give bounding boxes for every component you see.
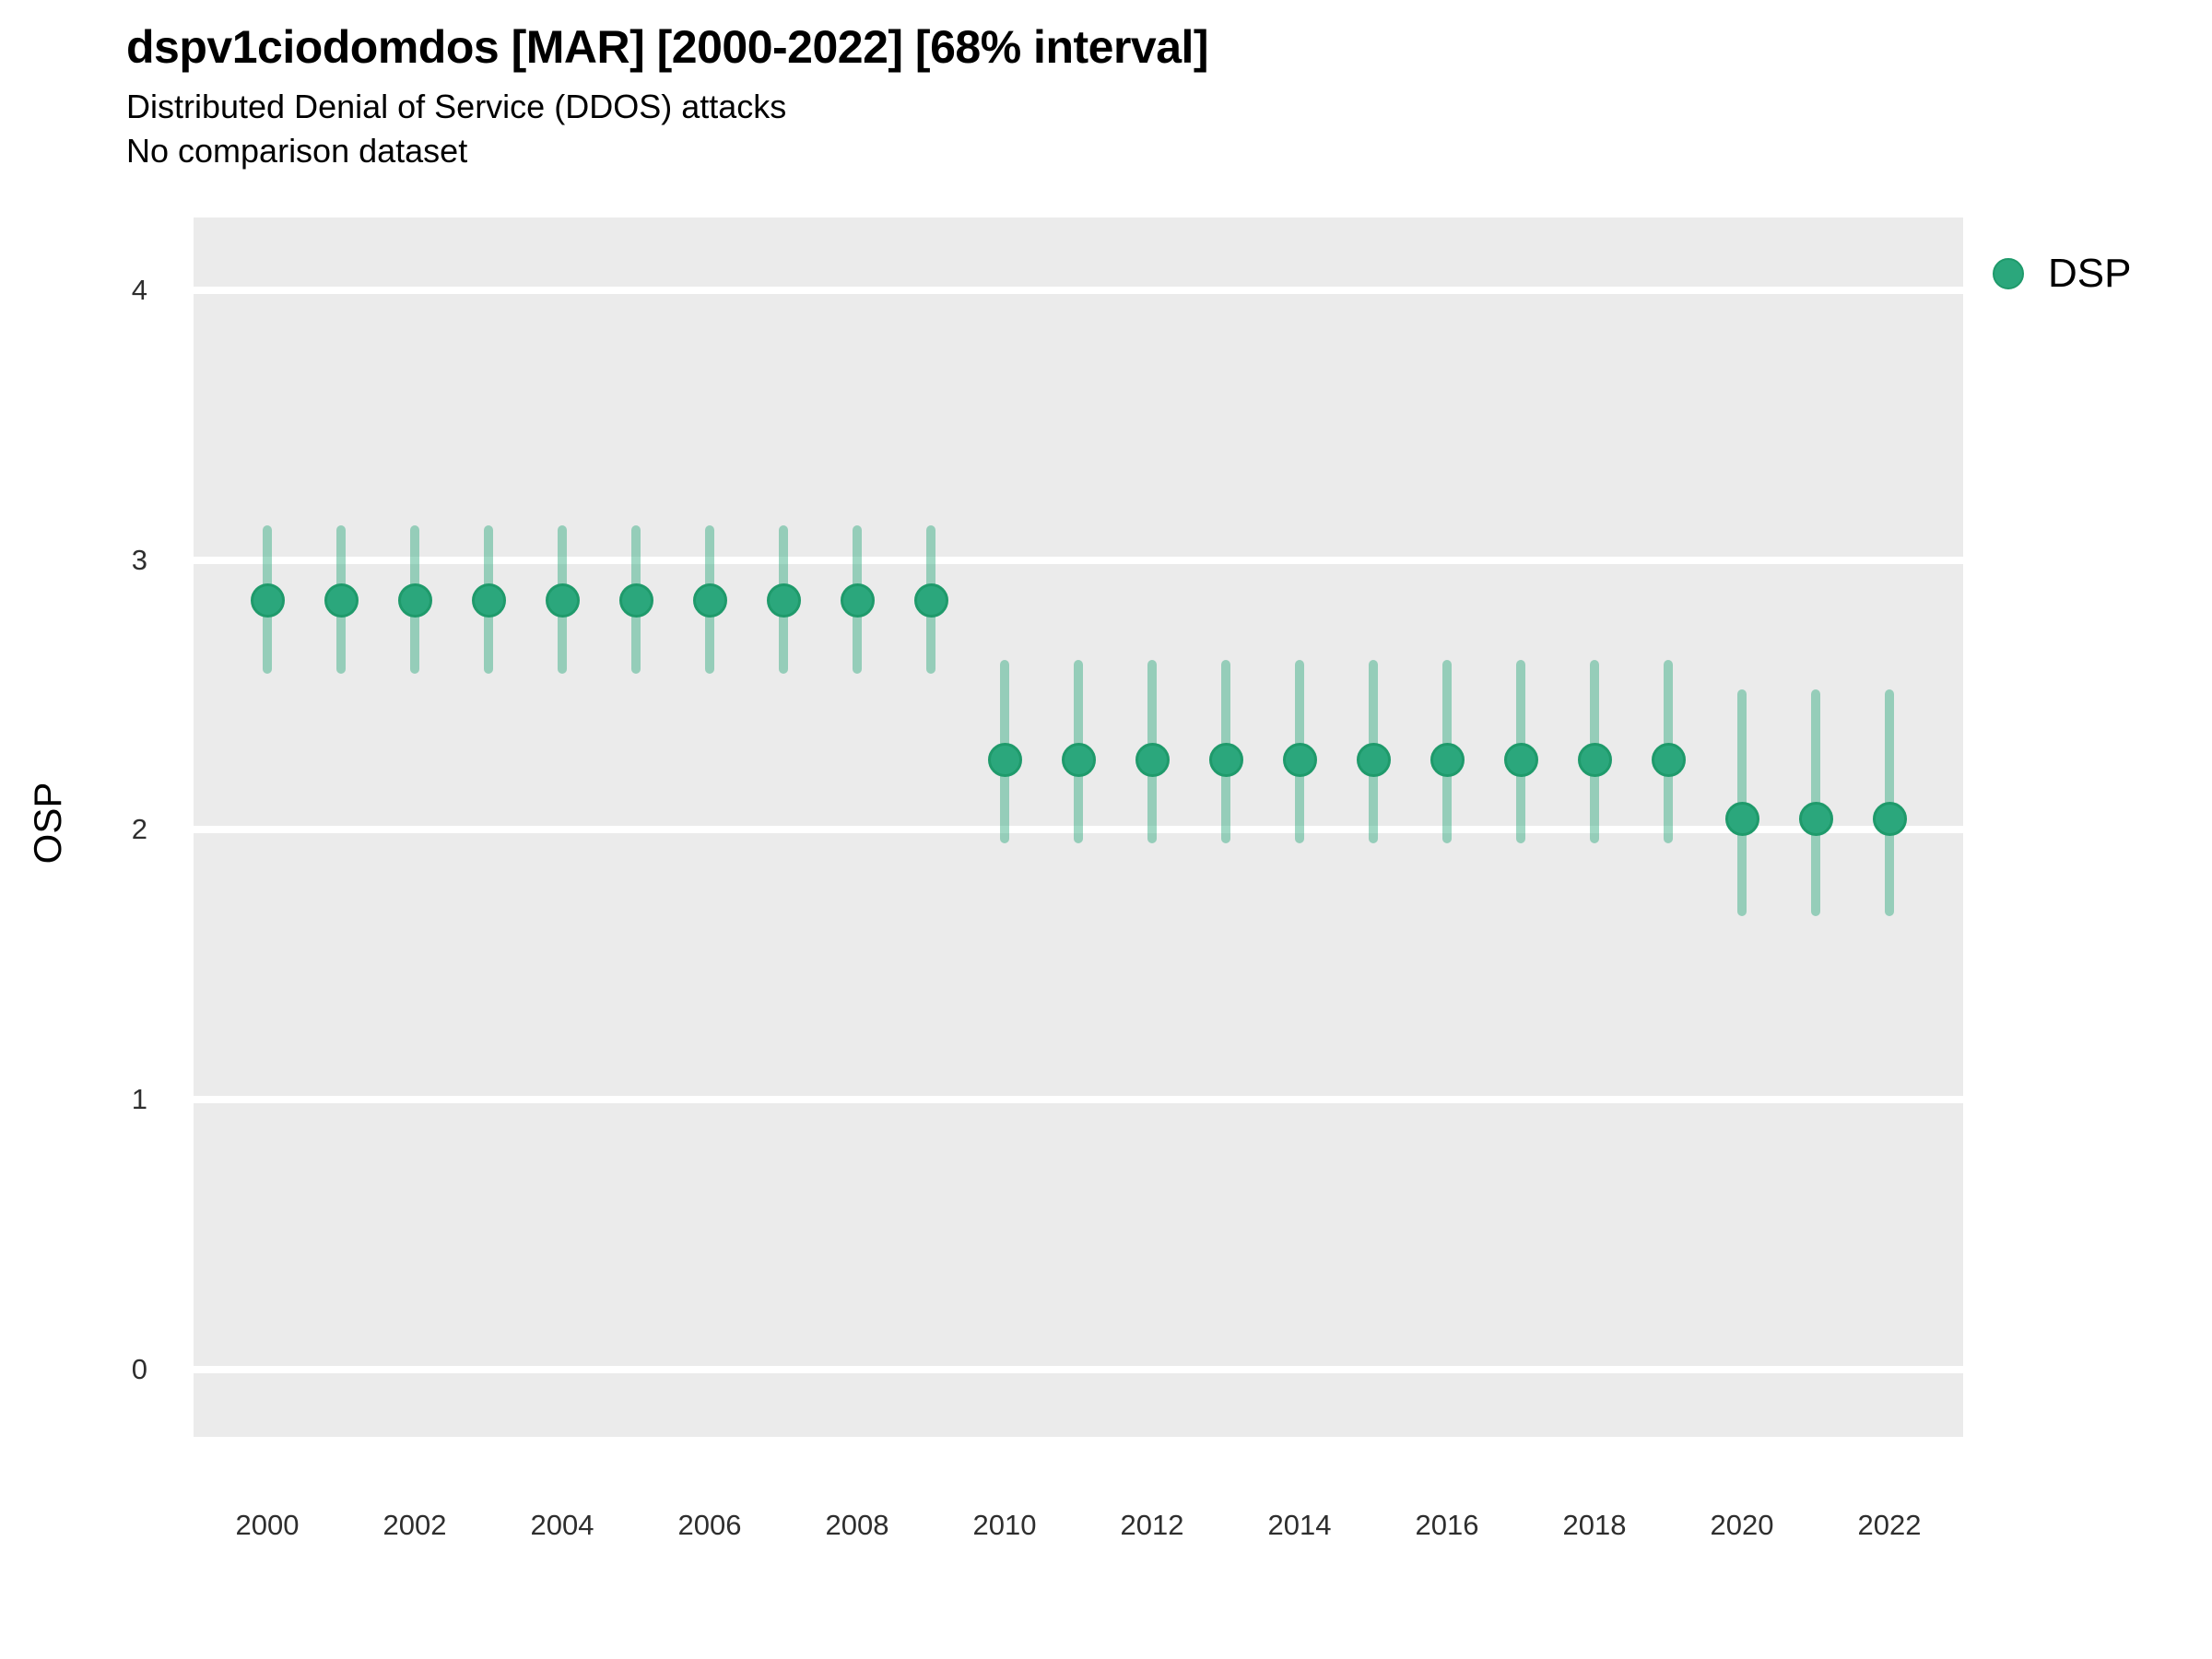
gridline-y-1	[194, 1096, 1963, 1104]
data-point-2014	[1282, 742, 1317, 777]
data-point-2010	[987, 742, 1022, 777]
plot-panel	[194, 218, 1963, 1437]
y-tick-label-3: 3	[131, 543, 147, 576]
x-tick-label-2006: 2006	[677, 1509, 742, 1541]
legend-point-icon	[1993, 258, 2024, 289]
data-point-2000	[250, 583, 285, 618]
gridline-y-0	[194, 1365, 1963, 1373]
y-axis-title: OSP	[26, 782, 69, 865]
x-tick-label-2016: 2016	[1415, 1509, 1479, 1541]
data-point-2008	[840, 583, 875, 618]
data-point-2019	[1651, 742, 1686, 777]
chart-title: dspv1ciodomdos [MAR] [2000-2022] [68% in…	[126, 21, 1209, 73]
data-point-2018	[1577, 742, 1612, 777]
chart-header: dspv1ciodomdos [MAR] [2000-2022] [68% in…	[126, 20, 1209, 173]
gridline-y-4	[194, 287, 1963, 295]
x-tick-label-2018: 2018	[1562, 1509, 1627, 1541]
data-point-2015	[1356, 742, 1391, 777]
data-point-2011	[1061, 742, 1096, 777]
legend-label: DSP	[2048, 251, 2132, 296]
x-tick-label-2010: 2010	[972, 1509, 1037, 1541]
data-point-2007	[766, 583, 801, 618]
x-tick-label-2004: 2004	[530, 1509, 594, 1541]
data-point-2013	[1208, 742, 1243, 777]
gridline-y-3	[194, 556, 1963, 564]
data-point-2012	[1135, 742, 1170, 777]
x-tick-label-2008: 2008	[825, 1509, 889, 1541]
y-tick-label-0: 0	[131, 1352, 147, 1385]
y-tick-label-2: 2	[131, 813, 147, 846]
data-point-2003	[471, 583, 506, 618]
data-point-2009	[913, 583, 948, 618]
legend: DSP	[1993, 251, 2131, 297]
x-tick-label-2012: 2012	[1120, 1509, 1184, 1541]
x-tick-label-2020: 2020	[1710, 1509, 1774, 1541]
data-point-2002	[397, 583, 432, 618]
data-point-2022	[1872, 802, 1907, 837]
x-tick-label-2014: 2014	[1267, 1509, 1332, 1541]
chart-subtitle-line1: Distributed Denial of Service (DDOS) att…	[126, 88, 787, 125]
x-tick-label-2002: 2002	[382, 1509, 447, 1541]
data-point-2006	[692, 583, 727, 618]
y-tick-label-1: 1	[131, 1083, 147, 1116]
gridline-y-2	[194, 826, 1963, 834]
data-point-2016	[1430, 742, 1465, 777]
x-tick-label-2022: 2022	[1857, 1509, 1922, 1541]
x-tick-label-2000: 2000	[235, 1509, 300, 1541]
data-point-2001	[324, 583, 359, 618]
data-point-2021	[1798, 802, 1833, 837]
chart-subtitle-line2: No comparison dataset	[126, 132, 468, 170]
y-tick-label-4: 4	[131, 274, 147, 307]
data-point-2005	[618, 583, 653, 618]
data-point-2004	[545, 583, 580, 618]
data-point-2020	[1724, 802, 1759, 837]
data-point-2017	[1503, 742, 1538, 777]
